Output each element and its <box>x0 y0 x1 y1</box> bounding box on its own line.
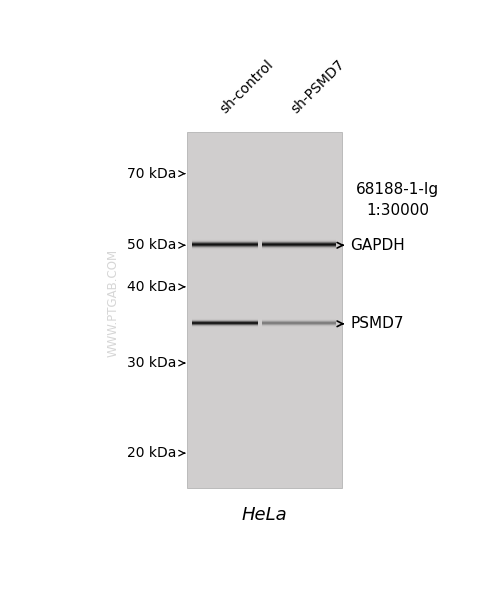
Text: sh-control: sh-control <box>218 57 276 116</box>
Text: 1:30000: 1:30000 <box>366 203 429 218</box>
Text: 70 kDa: 70 kDa <box>128 167 177 181</box>
Text: 30 kDa: 30 kDa <box>128 356 177 370</box>
Text: 20 kDa: 20 kDa <box>128 446 177 460</box>
Text: 40 kDa: 40 kDa <box>128 280 177 294</box>
Text: HeLa: HeLa <box>241 506 287 524</box>
Text: sh-PSMD7: sh-PSMD7 <box>289 57 348 116</box>
Text: 68188-1-Ig: 68188-1-Ig <box>356 182 440 197</box>
Text: PSMD7: PSMD7 <box>350 316 404 331</box>
Text: 50 kDa: 50 kDa <box>128 238 177 252</box>
Bar <box>186 132 342 488</box>
Text: GAPDH: GAPDH <box>350 238 405 253</box>
Text: WWW.PTGAB.COM: WWW.PTGAB.COM <box>106 249 120 357</box>
